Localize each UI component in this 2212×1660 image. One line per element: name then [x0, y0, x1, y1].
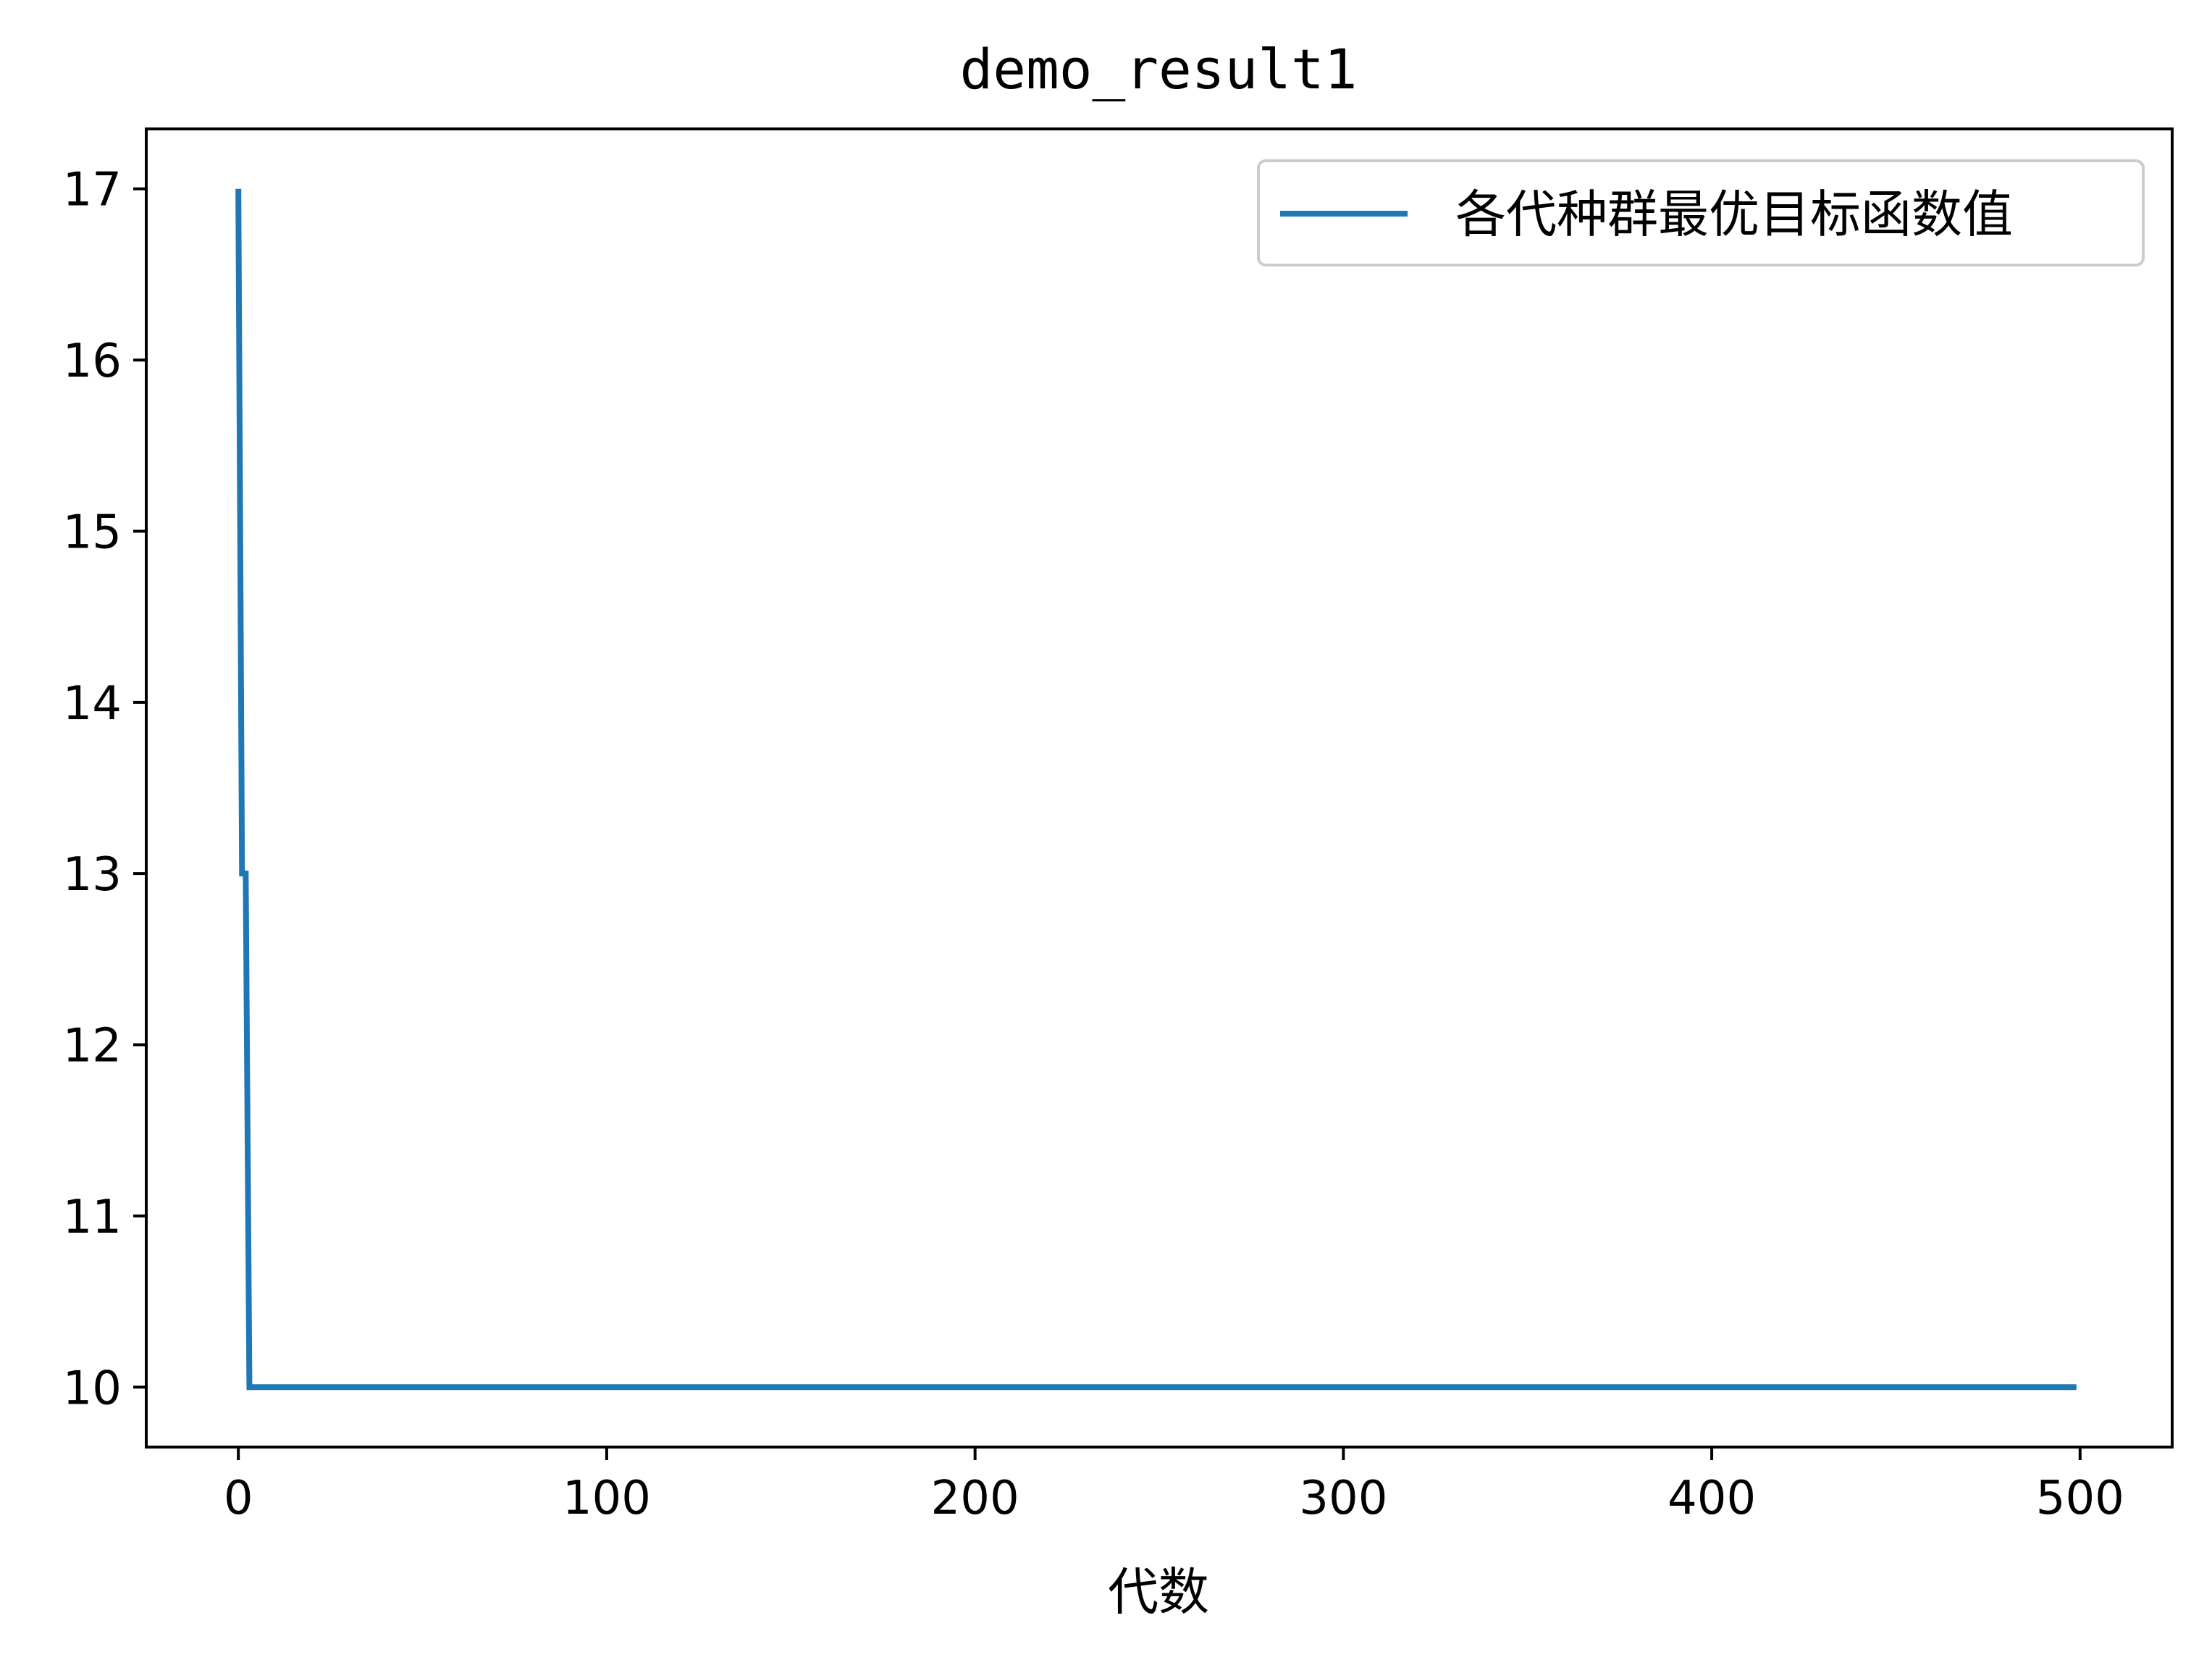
x-axis-label: 代数 [1108, 1562, 1209, 1622]
x-tick-label: 200 [931, 1472, 1019, 1525]
x-tick-label: 100 [563, 1472, 651, 1525]
y-tick-label: 17 [63, 164, 122, 217]
y-tick-label: 10 [63, 1362, 122, 1415]
x-tick-label: 500 [2036, 1472, 2124, 1525]
axes [145, 127, 2174, 1449]
y-tick-label: 15 [63, 506, 122, 559]
y-tick-label: 14 [63, 677, 122, 731]
x-tick-label: 400 [1668, 1472, 1756, 1525]
chart-title: demo_result1 [959, 37, 1357, 101]
legend-series-label: 各代种群最优目标函数值 [1455, 185, 2013, 244]
plot-area [235, 188, 2077, 1391]
axes-frame [145, 127, 2174, 1449]
x-tick-label: 0 [224, 1472, 253, 1525]
ticks: 0 100 200 300 400 500 10 11 12 13 14 15 16 17 [63, 164, 2124, 1525]
series-line-0 [235, 188, 2077, 1391]
legend: 各代种群最优目标函数值 [1257, 159, 2145, 267]
y-tick-label: 11 [63, 1191, 122, 1244]
y-tick-label: 13 [63, 848, 122, 902]
x-tick-label: 300 [1299, 1472, 1387, 1525]
y-tick-label: 16 [63, 335, 122, 388]
y-tick-label: 12 [63, 1020, 122, 1073]
legend-box [1257, 159, 2145, 267]
